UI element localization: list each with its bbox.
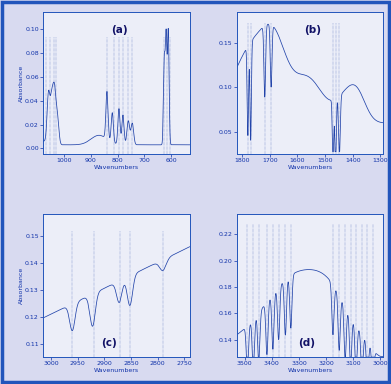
Text: (d): (d) [298, 338, 316, 348]
Text: (a): (a) [111, 25, 127, 35]
Y-axis label: Absorbance: Absorbance [19, 267, 24, 305]
X-axis label: Wavenumbers: Wavenumbers [94, 165, 139, 170]
Text: (c): (c) [101, 338, 117, 348]
Y-axis label: Absorbance: Absorbance [19, 64, 24, 101]
Text: (b): (b) [304, 25, 321, 35]
X-axis label: Wavenumbers: Wavenumbers [287, 367, 332, 373]
X-axis label: Wavenumbers: Wavenumbers [287, 165, 332, 170]
X-axis label: Wavenumbers: Wavenumbers [94, 367, 139, 373]
